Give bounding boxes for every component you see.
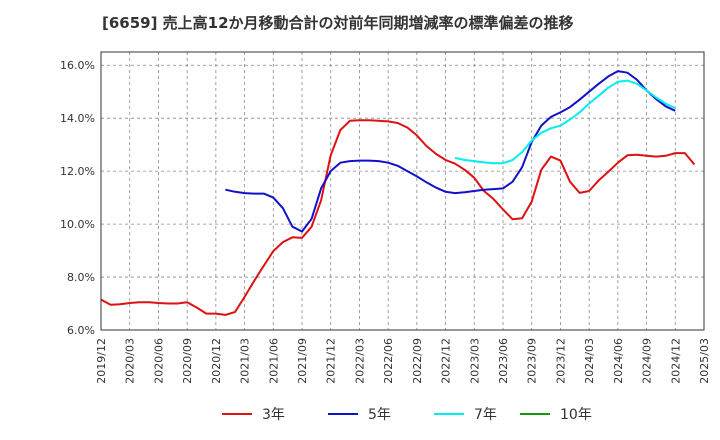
x-tick-label: 2021/12: [325, 338, 338, 384]
chart-title: [6659] 売上高12か月移動合計の対前年同期増減率の標準偏差の推移: [102, 14, 574, 32]
x-tick-label: 2024/03: [583, 338, 596, 384]
x-tick-label: 2024/09: [641, 338, 654, 384]
x-tick-label: 2023/12: [554, 338, 567, 384]
series-line: [100, 119, 696, 316]
x-tick-label: 2021/06: [267, 338, 280, 384]
plot-background: [101, 52, 704, 330]
x-tick-label: 2023/06: [497, 338, 510, 384]
x-tick-label: 2021/03: [239, 338, 252, 384]
grid-lines: [101, 52, 704, 330]
series-line: [454, 79, 676, 165]
series-lines: [100, 70, 696, 316]
x-tick-label: 2021/09: [296, 338, 309, 384]
x-tick-label: 2022/03: [353, 338, 366, 384]
x-tick-label: 2025/03: [698, 338, 711, 384]
x-tick-label: 2022/12: [440, 338, 453, 384]
legend-label: 7年: [474, 407, 497, 423]
x-tick-label: 2024/06: [612, 338, 625, 384]
y-axis-ticks: 6.0% 8.0% 10.0% 12.0% 14.0% 16.0%: [60, 59, 95, 337]
y-tick-label: 16.0%: [60, 59, 95, 72]
y-tick-label: 6.0%: [67, 324, 95, 337]
y-tick-label: 10.0%: [60, 218, 95, 231]
legend-label: 10年: [560, 407, 592, 423]
x-tick-label: 2022/09: [411, 338, 424, 384]
x-tick-label: 2020/03: [124, 338, 137, 384]
x-tick-label: 2023/03: [468, 338, 481, 384]
x-tick-label: 2022/06: [382, 338, 395, 384]
y-tick-label: 12.0%: [60, 165, 95, 178]
x-tick-label: 2020/12: [210, 338, 223, 384]
legend-label: 3年: [262, 407, 285, 423]
x-tick-label: 2020/09: [181, 338, 194, 384]
x-axis-ticks: 2019/12 2020/03 2020/06 2020/09 2020/12 2021/…: [95, 338, 711, 384]
x-tick-label: 2020/06: [152, 338, 165, 384]
legend-label: 5年: [368, 407, 391, 423]
x-tick-label: 2019/12: [95, 338, 108, 384]
x-tick-label: 2024/12: [669, 338, 682, 384]
legend: 3年 5年 7年 10年: [222, 407, 592, 423]
y-tick-label: 8.0%: [67, 271, 95, 284]
y-tick-label: 14.0%: [60, 112, 95, 125]
series-line: [225, 70, 676, 233]
x-tick-label: 2023/09: [526, 338, 539, 384]
plot-frame: [100, 51, 705, 331]
